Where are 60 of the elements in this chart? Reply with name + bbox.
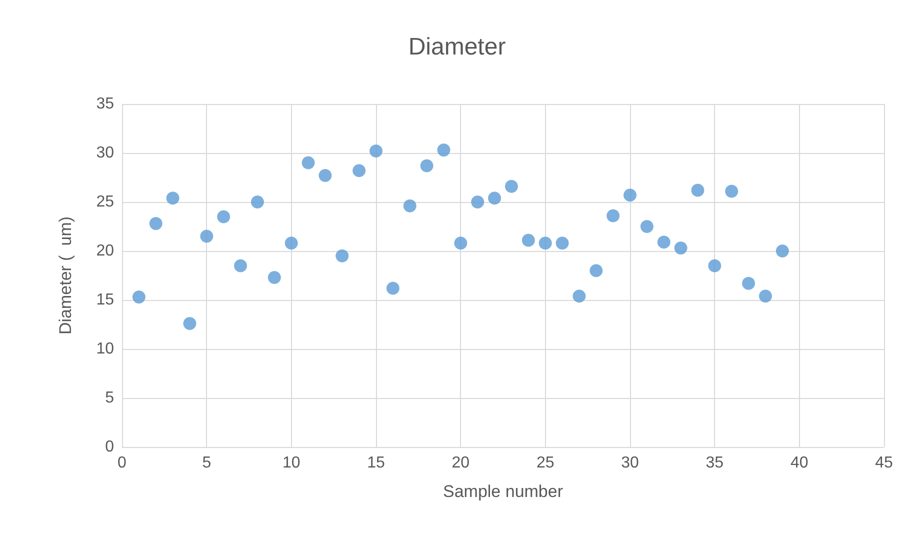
- x-tick-label: 5: [202, 454, 212, 472]
- point: [776, 244, 789, 258]
- point: [522, 234, 535, 247]
- x-tick-label: 10: [282, 454, 300, 472]
- point: [708, 259, 722, 272]
- point: [742, 276, 756, 290]
- point: [640, 220, 654, 233]
- x-tick-label: 40: [790, 454, 808, 472]
- y-tick-label: 25: [96, 194, 114, 210]
- point: [149, 217, 162, 230]
- point: [200, 230, 214, 243]
- point: [132, 290, 146, 304]
- point: [318, 169, 332, 182]
- point: [437, 144, 450, 157]
- point: [572, 290, 586, 303]
- point: [250, 196, 264, 208]
- chart-title: Diameter: [408, 34, 506, 60]
- x-tick-label: 30: [621, 454, 639, 472]
- point: [336, 249, 349, 262]
- y-tick-label: 35: [96, 96, 114, 112]
- x-tick-label: 25: [536, 454, 554, 472]
- y-tick-label: 0: [105, 438, 114, 456]
- y-axis-title: Diameter ( um): [56, 216, 75, 335]
- point: [386, 282, 400, 295]
- y-tick-label: 20: [96, 242, 114, 260]
- point: [674, 242, 688, 255]
- x-tick-label: 35: [706, 454, 724, 472]
- x-tick-label: 15: [367, 454, 385, 472]
- point: [420, 159, 434, 172]
- point: [352, 164, 366, 178]
- point: [183, 317, 196, 330]
- point: [691, 184, 704, 197]
- point: [268, 270, 281, 284]
- point: [403, 199, 416, 212]
- point: [657, 236, 670, 249]
- point: [624, 188, 636, 202]
- point: [606, 209, 620, 222]
- y-tick-label: 30: [96, 144, 114, 162]
- point: [725, 184, 738, 198]
- y-tick-label: 5: [105, 390, 114, 406]
- point: [370, 144, 382, 158]
- x-tick-label: 45: [875, 454, 893, 472]
- point: [454, 236, 468, 250]
- point: [217, 210, 230, 224]
- point: [538, 236, 552, 250]
- x-tick-label: 0: [118, 454, 127, 472]
- point: [504, 180, 518, 193]
- point: [488, 192, 502, 205]
- point: [471, 196, 484, 208]
- x-axis-title: Sample number: [442, 482, 564, 501]
- x-tick-label: 20: [452, 454, 470, 472]
- point: [590, 264, 603, 278]
- y-tick-label: 15: [96, 292, 114, 308]
- point: [556, 236, 569, 250]
- y-tick-label: 10: [96, 340, 114, 358]
- point: [758, 290, 772, 303]
- point: [234, 259, 248, 272]
- point: [284, 236, 298, 250]
- point: [302, 156, 315, 170]
- point: [166, 192, 180, 205]
